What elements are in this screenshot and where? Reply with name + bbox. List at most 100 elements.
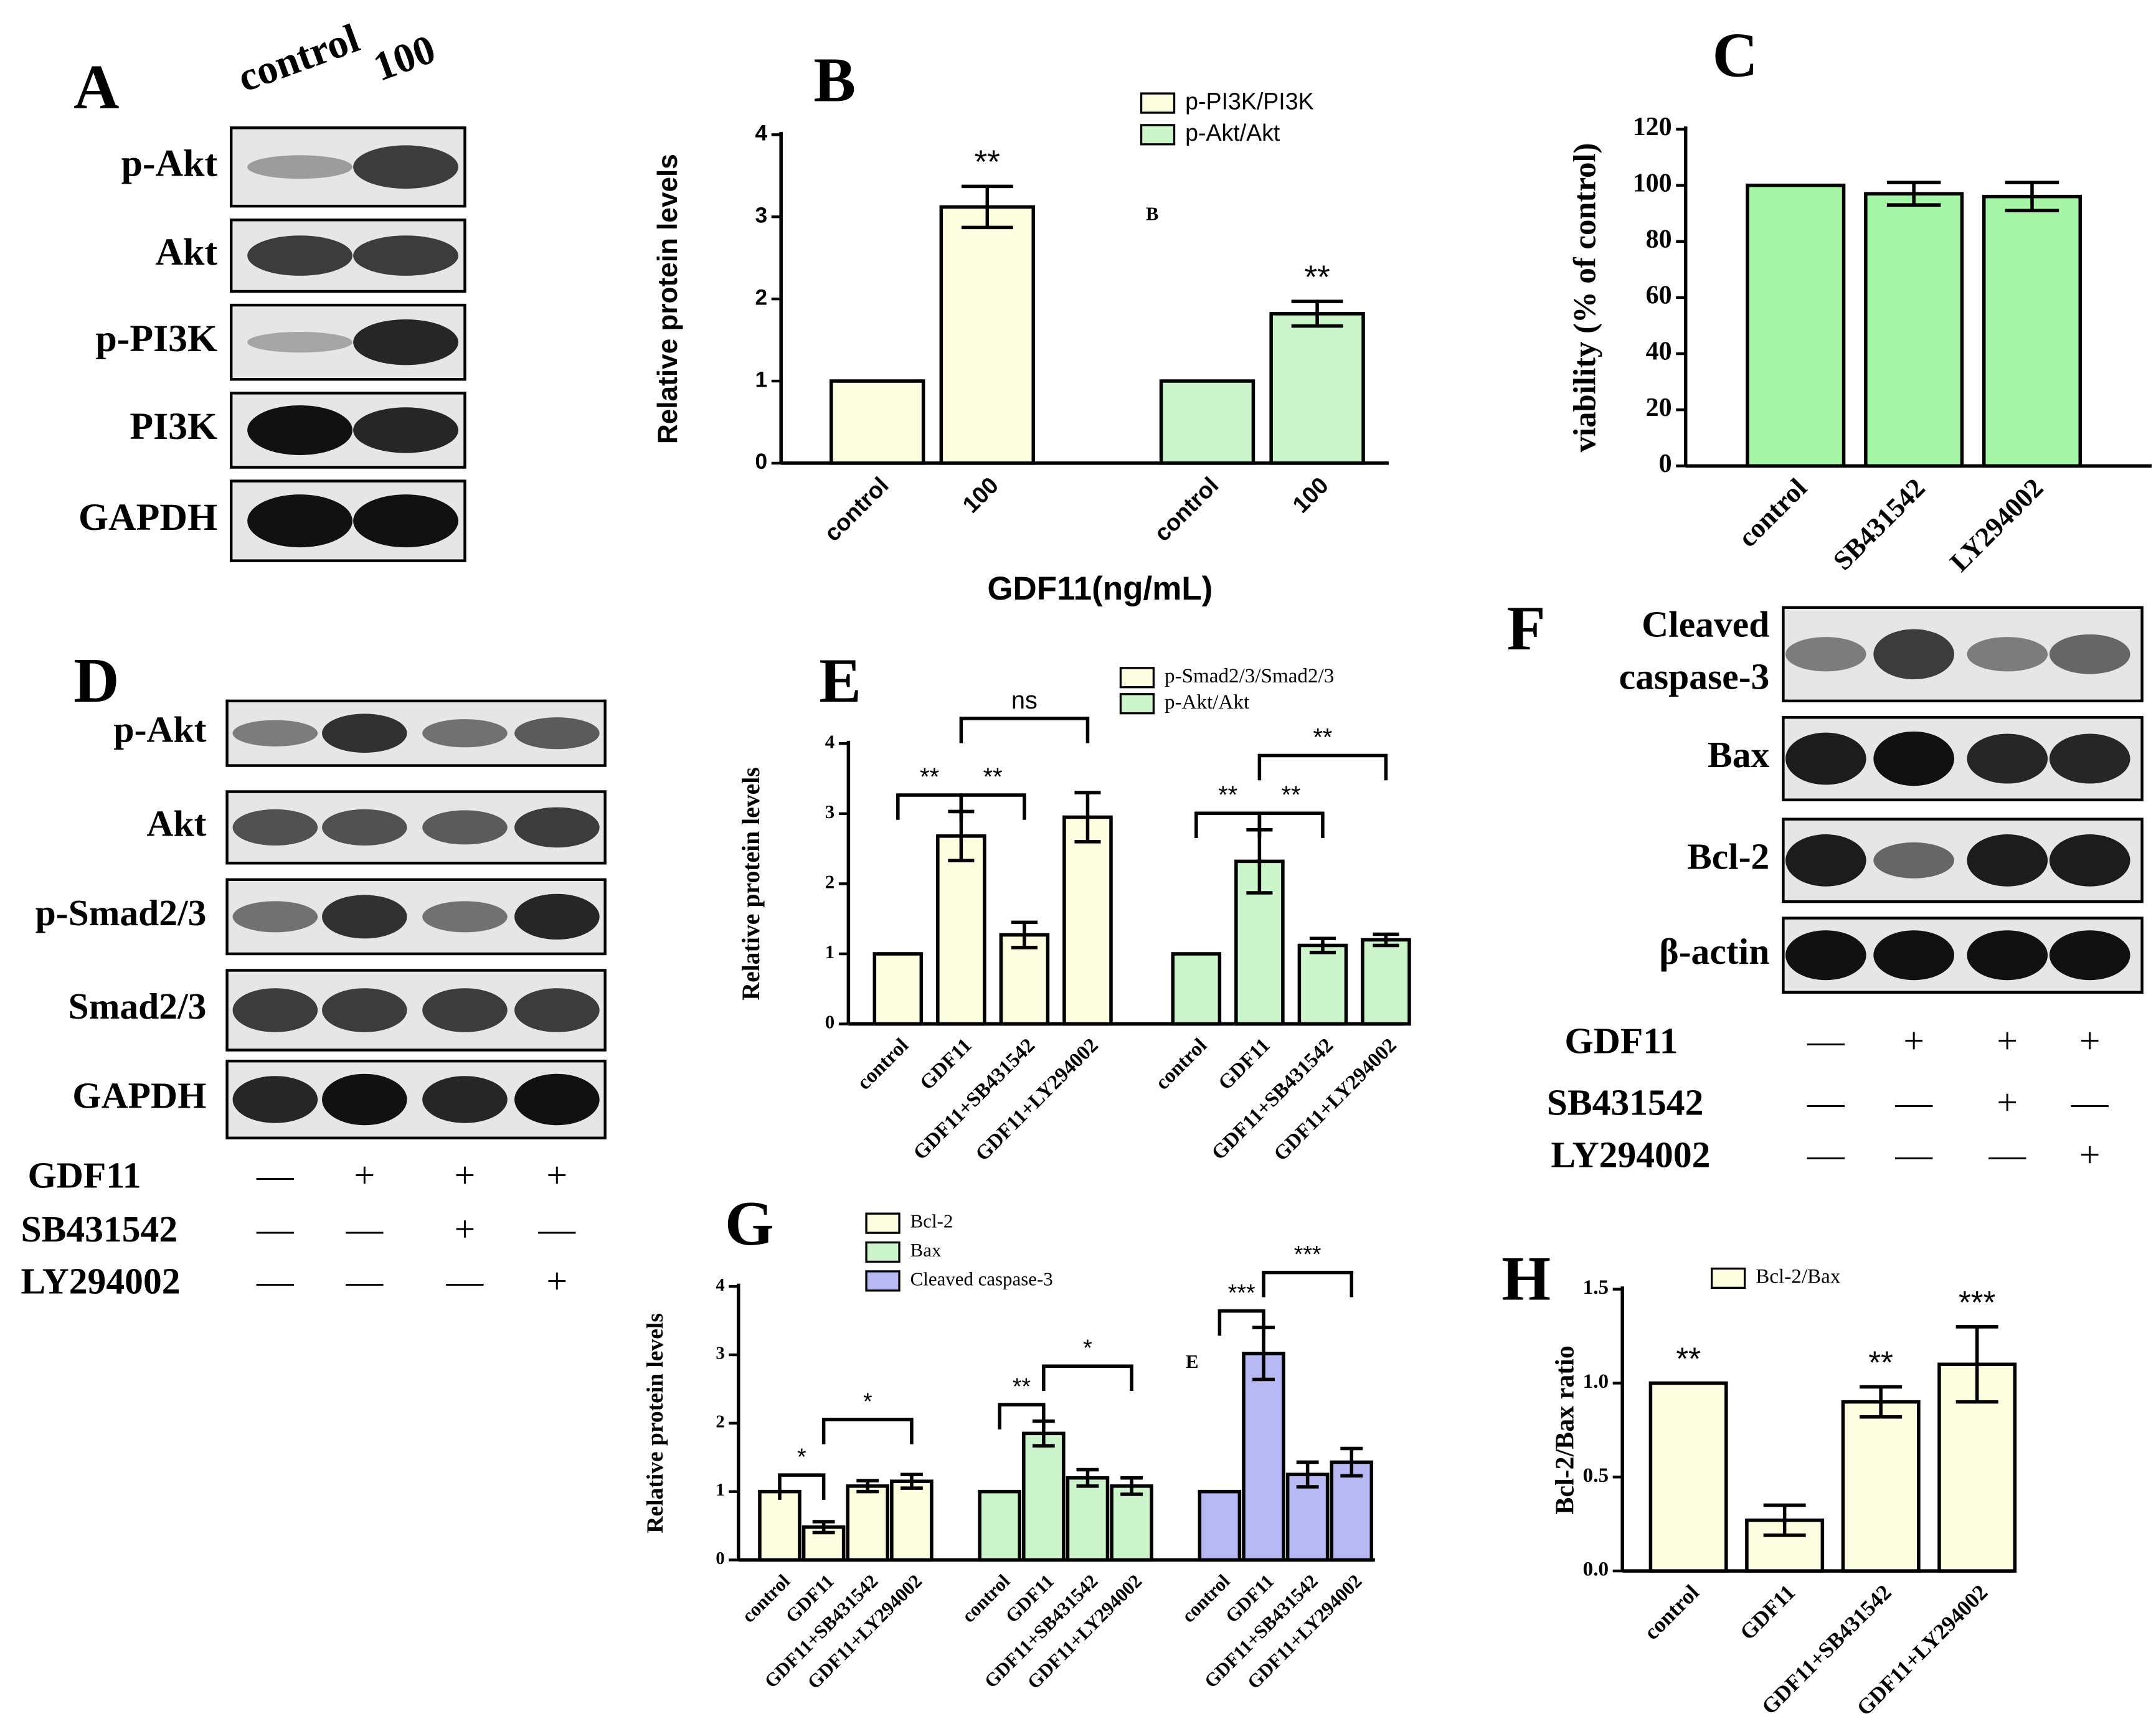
row-label: p-Akt xyxy=(113,709,206,750)
y-axis-label: Bcl-2/Bax ratio xyxy=(1551,1345,1579,1514)
treatment-mark: — xyxy=(1807,1082,1845,1123)
band xyxy=(1785,732,1866,785)
bracket-label: * xyxy=(863,1388,872,1414)
treatment-mark: + xyxy=(354,1155,376,1196)
legend-swatch xyxy=(865,1241,901,1263)
x-tick-label: SB431542 xyxy=(1827,473,1931,576)
band xyxy=(353,407,458,453)
row-label: p-PI3K xyxy=(95,318,217,360)
row-label: GAPDH xyxy=(72,1075,206,1116)
x-tick-label: 100 xyxy=(1287,472,1333,518)
significance: ** xyxy=(975,144,1000,181)
band xyxy=(1967,834,2048,887)
treatment-label: LY294002 xyxy=(1551,1134,1710,1175)
y-tick-label: 0 xyxy=(1659,450,1672,478)
row-label: Smad2/3 xyxy=(69,986,207,1027)
band xyxy=(247,155,353,179)
y-tick-label: 2 xyxy=(825,870,835,892)
y-tick-label: 1.5 xyxy=(1583,1276,1609,1299)
y-tick-label: 0.0 xyxy=(1583,1558,1609,1581)
y-tick-label: 40 xyxy=(1646,337,1672,366)
annotation: E xyxy=(1186,1350,1199,1372)
error-bar xyxy=(1763,1503,1806,1537)
band xyxy=(353,319,458,365)
bracket xyxy=(1194,811,1262,838)
bracket-label: * xyxy=(1083,1335,1092,1361)
x-tick-label: control xyxy=(853,1034,913,1094)
band xyxy=(353,145,458,189)
error-bar xyxy=(1296,1460,1319,1489)
y-axis-label: Relative protein levels xyxy=(643,1313,668,1533)
band xyxy=(1873,731,1954,786)
treatment-mark: + xyxy=(2079,1020,2101,1061)
treatment-mark: — xyxy=(1988,1134,2026,1175)
y-tick-label: 120 xyxy=(1633,113,1672,141)
bracket xyxy=(1257,811,1325,838)
x-tick-label: GDF11+LY294002 xyxy=(1269,1034,1401,1166)
band xyxy=(322,1073,407,1126)
band xyxy=(514,717,600,750)
band xyxy=(514,893,600,940)
band xyxy=(1873,930,1954,981)
panel-letter: B xyxy=(813,45,856,115)
bar xyxy=(1066,1476,1110,1562)
panel-letter: A xyxy=(73,52,119,121)
treatment-mark: — xyxy=(538,1208,576,1250)
treatment-label: LY294002 xyxy=(21,1261,180,1302)
row-label: p-Akt xyxy=(121,142,218,184)
y-tick-label: 4 xyxy=(755,121,767,146)
bracket xyxy=(959,717,1090,743)
x-tick-label: 100 xyxy=(957,472,1003,518)
error-bar xyxy=(1373,932,1399,948)
band xyxy=(422,810,508,845)
bar xyxy=(1648,1381,1728,1573)
legend-label: p-Akt/Akt xyxy=(1165,690,1249,714)
bar xyxy=(1062,815,1113,1026)
y-tick-label: 2 xyxy=(716,1411,724,1431)
row-label: Akt xyxy=(146,803,206,844)
panel-letter: E xyxy=(819,646,861,715)
bar xyxy=(1330,1460,1374,1562)
band xyxy=(1967,637,2048,672)
band xyxy=(322,895,407,939)
band xyxy=(1873,629,1954,680)
bracket xyxy=(1257,753,1388,781)
band xyxy=(514,988,600,1032)
legend-swatch xyxy=(1140,124,1176,146)
treatment-mark: — xyxy=(1807,1020,1845,1061)
band xyxy=(1785,834,1866,887)
legend-label: Bcl-2/Bax xyxy=(1756,1265,1841,1288)
bar xyxy=(758,1489,801,1562)
y-tick-label: 2 xyxy=(755,285,767,309)
y-tick-label: 1 xyxy=(825,941,835,963)
y-tick-label: 3 xyxy=(825,801,835,822)
error-bar xyxy=(2005,181,2059,212)
band xyxy=(422,901,508,933)
bracket xyxy=(959,793,1026,820)
band xyxy=(247,332,353,353)
bar xyxy=(999,933,1050,1026)
band xyxy=(1785,637,1866,672)
x-tick-label: control xyxy=(1639,1580,1704,1645)
y-tick-label: 0 xyxy=(716,1548,724,1568)
error-bar xyxy=(1291,299,1343,328)
treatment-mark: + xyxy=(547,1155,568,1196)
treatment-mark: — xyxy=(346,1208,384,1250)
bracket-label: *** xyxy=(1228,1279,1255,1306)
x-tick-label: control xyxy=(1151,1034,1211,1094)
y-tick-label: 4 xyxy=(825,730,835,752)
significance: ** xyxy=(1676,1341,1701,1377)
x-tick-label: control xyxy=(819,472,894,547)
band xyxy=(247,405,353,455)
error-bar xyxy=(1955,1325,1998,1404)
band xyxy=(247,235,353,276)
treatment-mark: — xyxy=(256,1261,294,1302)
band xyxy=(2049,930,2130,981)
bracket-label: ** xyxy=(1313,724,1332,751)
treatment-label: GDF11 xyxy=(1564,1020,1678,1061)
y-tick-label: 1.0 xyxy=(1583,1370,1609,1393)
bar xyxy=(1159,379,1255,465)
annotation: B xyxy=(1146,203,1159,225)
treatment-label: GDF11 xyxy=(27,1155,141,1196)
